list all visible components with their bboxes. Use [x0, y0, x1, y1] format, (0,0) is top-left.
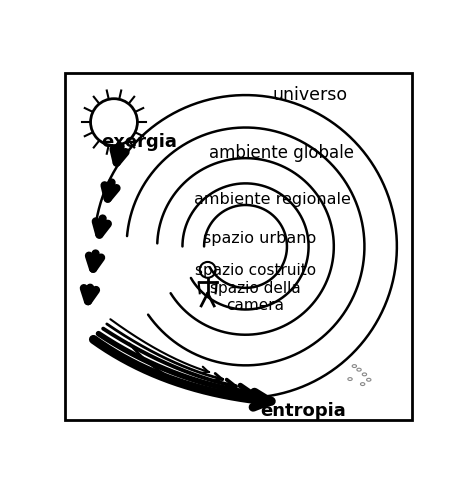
- Text: entropia: entropia: [260, 403, 346, 421]
- Text: ambiente regionale: ambiente regionale: [194, 192, 351, 207]
- Text: spazio urbano: spazio urbano: [203, 231, 317, 246]
- Text: exergia: exergia: [101, 133, 177, 151]
- Text: spazio costruito: spazio costruito: [195, 264, 316, 279]
- Text: spazio della
camera: spazio della camera: [210, 281, 301, 313]
- Text: ambiente globale: ambiente globale: [209, 144, 354, 162]
- Text: universo: universo: [273, 86, 348, 104]
